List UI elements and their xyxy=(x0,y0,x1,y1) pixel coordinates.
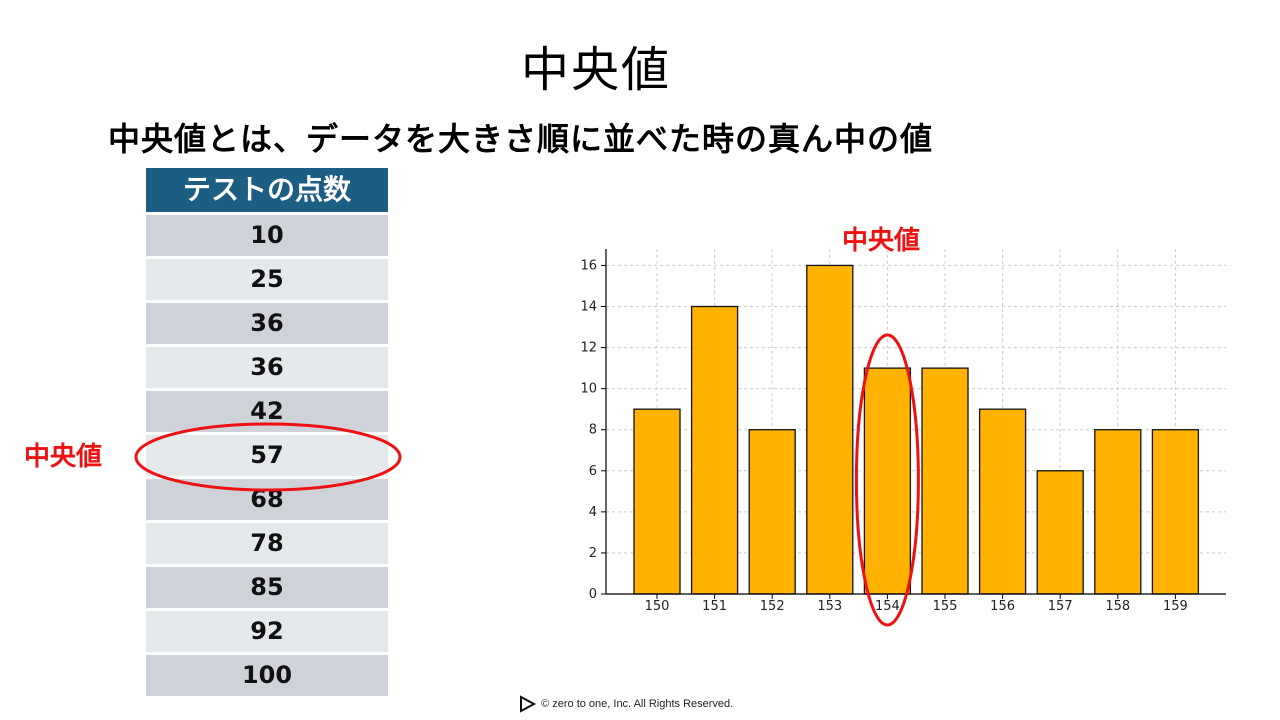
y-tick-label: 4 xyxy=(589,505,597,520)
table-row: 10 xyxy=(146,215,388,256)
bar-156 xyxy=(978,408,1027,595)
x-tick-label: 151 xyxy=(702,599,727,614)
y-tick-label: 0 xyxy=(589,587,597,602)
bar-151 xyxy=(690,305,739,595)
table-row-median: 57 xyxy=(146,435,388,476)
x-tick-label: 153 xyxy=(817,599,842,614)
table-median-label: 中央値 xyxy=(24,442,103,472)
copyright-symbol: © xyxy=(541,698,550,710)
brand-logo-icon xyxy=(520,695,537,713)
y-tick-label: 16 xyxy=(580,258,597,273)
bar-155 xyxy=(921,367,969,595)
table-row: 100 xyxy=(146,655,388,696)
table-row: 92 xyxy=(146,611,388,652)
slide-subtitle: 中央値とは、データを大きさ順に並べた時の真ん中の値 xyxy=(108,120,934,158)
bar-158 xyxy=(1094,429,1142,595)
table-row: 25 xyxy=(146,259,388,300)
copyright-text: zero to one, Inc. All Rights Reserved. xyxy=(552,698,734,710)
table-header: テストの点数 xyxy=(146,168,388,212)
table-row: 85 xyxy=(146,567,388,608)
table-row: 36 xyxy=(146,303,388,344)
bar-159 xyxy=(1151,429,1200,595)
bar-152 xyxy=(748,429,796,595)
x-tick-label: 152 xyxy=(760,599,785,614)
y-tick-label: 6 xyxy=(589,464,597,479)
table-row: 78 xyxy=(146,523,388,564)
bar-154 xyxy=(863,367,912,595)
y-tick-label: 10 xyxy=(580,382,597,397)
x-tick-label: 155 xyxy=(933,599,958,614)
bar-157 xyxy=(1036,470,1084,595)
bar-150 xyxy=(633,408,681,595)
bar-153 xyxy=(806,264,854,595)
chart-median-highlight xyxy=(854,333,920,627)
table-row: 36 xyxy=(146,347,388,388)
y-tick-label: 8 xyxy=(589,423,597,438)
page-title: 中央値 xyxy=(520,42,671,98)
chart-median-label: 中央値 xyxy=(842,226,921,256)
y-tick-label: 14 xyxy=(580,300,597,315)
x-tick-label: 159 xyxy=(1163,599,1188,614)
x-tick-label: 154 xyxy=(875,599,900,614)
y-tick-label: 12 xyxy=(580,341,597,356)
x-tick-label: 158 xyxy=(1105,599,1130,614)
footer: © zero to one, Inc. All Rights Reserved. xyxy=(518,695,733,713)
table-median-highlight xyxy=(134,422,402,492)
x-tick-label: 150 xyxy=(645,599,670,614)
x-tick-label: 156 xyxy=(990,599,1015,614)
x-tick-label: 157 xyxy=(1048,599,1073,614)
y-tick-label: 2 xyxy=(589,546,597,561)
